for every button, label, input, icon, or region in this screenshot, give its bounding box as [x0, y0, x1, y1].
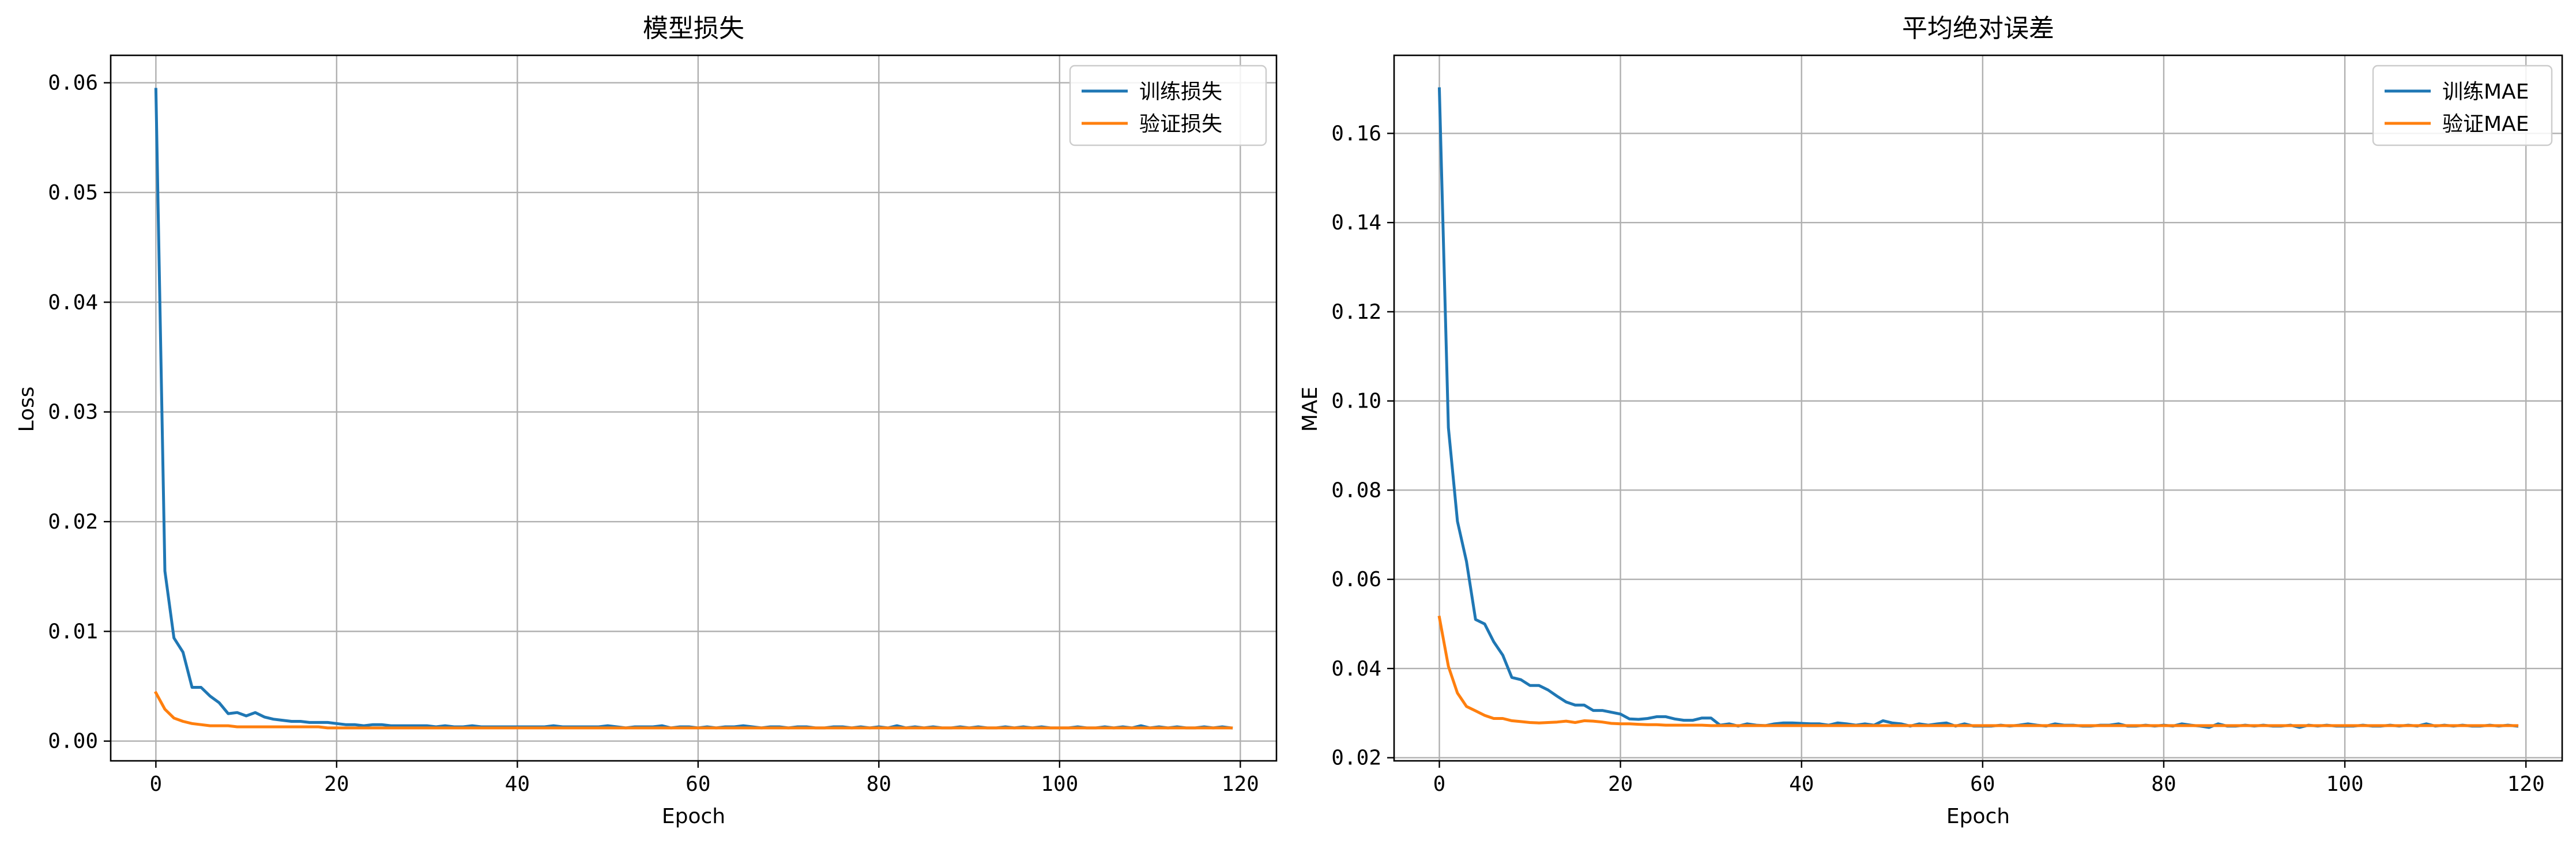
- y-tick-label: 0.12: [1331, 300, 1381, 324]
- y-tick-label: 0.02: [1331, 746, 1381, 770]
- y-axis-label: MAE: [1298, 387, 1322, 432]
- x-tick-label: 60: [1970, 772, 1995, 796]
- x-tick-label: 40: [505, 772, 530, 796]
- y-tick-label: 0.06: [48, 71, 98, 95]
- grid: [1394, 55, 2562, 761]
- x-tick-label: 0: [1433, 772, 1446, 796]
- series-line-1: [154, 691, 1233, 730]
- x-tick-label: 100: [1041, 772, 1078, 796]
- y-tick-label: 0.14: [1331, 211, 1381, 235]
- mae-chart: 平均绝对误差 Epoch MAE 0 20 40 60 80 100 120 0.02 0.04…: [1298, 14, 2563, 828]
- legend-label: 验证损失: [1139, 112, 1222, 136]
- series-line-1: [1437, 615, 2518, 727]
- y-tick-label: 0.16: [1331, 122, 1381, 145]
- y-tick-label: 0.04: [48, 291, 98, 314]
- y-tick-label: 0.05: [48, 181, 98, 205]
- x-tick-label: 20: [1608, 772, 1633, 796]
- x-axis-ticks: 0 20 40 60 80 100 120: [1433, 761, 2545, 796]
- legend: 训练MAE 验证MAE: [2372, 65, 2553, 146]
- y-tick-label: 0.00: [48, 730, 98, 753]
- x-tick-label: 120: [2507, 772, 2545, 796]
- loss-chart: 模型损失 Epoch Loss 0 20 40 60 80 100 1200.000.010…: [15, 14, 1278, 828]
- series-lines: [154, 88, 1233, 730]
- x-tick-label: 40: [1789, 772, 1814, 796]
- plot-frame: [1393, 54, 2563, 762]
- plot-frame: [110, 54, 1278, 762]
- legend-box: [1069, 65, 1267, 146]
- chart-title: 模型损失: [643, 14, 744, 43]
- x-axis-ticks: 0 20 40 60 80 100 120: [150, 761, 1259, 796]
- x-tick-label: 120: [1222, 772, 1259, 796]
- y-tick-label: 0.08: [1331, 478, 1381, 502]
- chart-title: 平均绝对误差: [1902, 14, 2054, 43]
- legend-label: 训练MAE: [2442, 80, 2529, 104]
- y-tick-label: 0.04: [1331, 657, 1381, 681]
- y-axis-label: Loss: [15, 387, 39, 432]
- x-tick-label: 80: [2151, 772, 2176, 796]
- x-tick-label: 60: [686, 772, 710, 796]
- legend-label: 训练损失: [1139, 80, 1222, 104]
- x-tick-label: 80: [867, 772, 891, 796]
- y-tick-label: 0.06: [1331, 568, 1381, 591]
- y-tick-label: 0.10: [1331, 390, 1381, 413]
- y-tick-label: 0.02: [48, 510, 98, 534]
- x-tick-label: 20: [324, 772, 349, 796]
- x-axis-label: Epoch: [662, 805, 725, 828]
- x-axis-label: Epoch: [1946, 805, 2010, 828]
- y-axis-ticks: 0.02 0.04 0.06 0.08 0.10 0.12 0.14 0.16: [1331, 122, 1394, 770]
- y-axis-ticks: 0.00 0.01 0.02 0.03 0.04 0.05 0.06: [48, 71, 111, 753]
- x-tick-label: 0: [150, 772, 163, 796]
- series-lines: [1437, 87, 2519, 729]
- legend-label: 验证MAE: [2442, 112, 2529, 136]
- legend-box: [2372, 65, 2553, 146]
- x-tick-label: 100: [2326, 772, 2364, 796]
- y-tick-label: 0.03: [48, 401, 98, 424]
- y-tick-label: 0.01: [48, 620, 98, 643]
